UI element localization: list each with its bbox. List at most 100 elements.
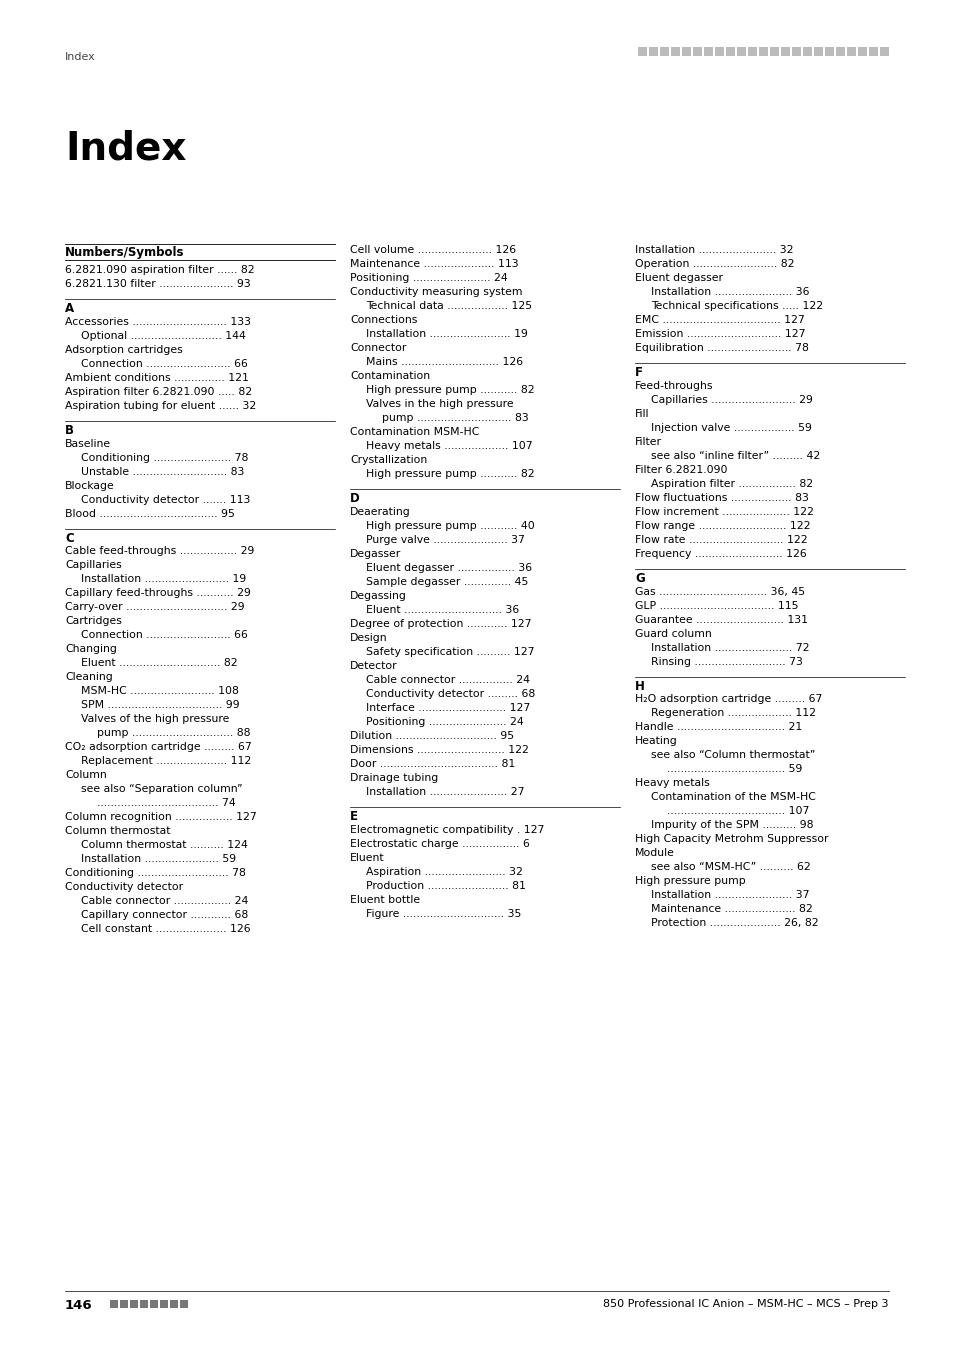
Text: Deaerating: Deaerating	[350, 506, 411, 517]
Text: B: B	[65, 424, 74, 437]
Text: MSM-HC ......................... 108: MSM-HC ......................... 108	[81, 687, 238, 697]
Text: Degasser: Degasser	[350, 549, 401, 559]
Bar	[781, 47, 789, 55]
Text: Numbers/Symbols: Numbers/Symbols	[65, 246, 184, 259]
Bar	[120, 1300, 128, 1308]
Bar	[692, 47, 701, 55]
Text: Dilution .............................. 95: Dilution .............................. …	[350, 730, 514, 741]
Text: 850 Professional IC Anion – MSM-HC – MCS – Prep 3: 850 Professional IC Anion – MSM-HC – MCS…	[603, 1299, 888, 1310]
Text: Contamination of the MSM-HC: Contamination of the MSM-HC	[650, 792, 815, 802]
Bar	[813, 47, 822, 55]
Text: Conductivity detector ......... 68: Conductivity detector ......... 68	[366, 688, 535, 699]
Text: C: C	[65, 532, 73, 544]
Bar	[180, 1300, 188, 1308]
Bar	[714, 47, 723, 55]
Text: Sample degasser .............. 45: Sample degasser .............. 45	[366, 576, 528, 587]
Text: Feed-throughs: Feed-throughs	[635, 381, 713, 390]
Text: Flow increment .................... 122: Flow increment .................... 122	[635, 506, 813, 517]
Bar	[648, 47, 658, 55]
Bar	[857, 47, 866, 55]
Text: see also “inline filter” ......... 42: see also “inline filter” ......... 42	[650, 451, 820, 460]
Text: Installation ...................... 59: Installation ...................... 59	[81, 855, 236, 864]
Text: Filter 6.2821.090: Filter 6.2821.090	[635, 464, 727, 475]
Text: Capillaries ......................... 29: Capillaries ......................... 29	[650, 394, 812, 405]
Bar	[160, 1300, 168, 1308]
Text: Emission ............................ 127: Emission ............................ 12…	[635, 329, 804, 339]
Text: Filter: Filter	[635, 437, 661, 447]
Text: Installation ....................... 36: Installation ....................... 36	[650, 288, 809, 297]
Text: Conductivity measuring system: Conductivity measuring system	[350, 288, 522, 297]
Text: Figure .............................. 35: Figure .............................. 35	[366, 909, 521, 918]
Text: see also “MSM-HC” .......... 62: see also “MSM-HC” .......... 62	[650, 863, 810, 872]
Bar	[725, 47, 734, 55]
Text: 6.2821.090 aspiration filter ...... 82: 6.2821.090 aspiration filter ...... 82	[65, 265, 254, 275]
Bar	[681, 47, 690, 55]
Text: Installation ....................... 37: Installation ....................... 37	[650, 891, 809, 900]
Text: Positioning ....................... 24: Positioning ....................... 24	[366, 717, 523, 726]
Text: Design: Design	[350, 633, 387, 643]
Text: Contamination: Contamination	[350, 371, 430, 381]
Text: Purge valve ...................... 37: Purge valve ...................... 37	[366, 535, 524, 545]
Bar	[737, 47, 745, 55]
Text: Cable feed-throughs ................. 29: Cable feed-throughs ................. 29	[65, 547, 254, 556]
Text: Guarantee .......................... 131: Guarantee .......................... 131	[635, 614, 807, 625]
Text: Eluent ............................. 36: Eluent ............................. 36	[366, 605, 518, 614]
Text: EMC ................................... 127: EMC ................................... …	[635, 315, 804, 325]
Text: Conditioning ........................... 78: Conditioning ...........................…	[65, 868, 246, 879]
Text: Cleaning: Cleaning	[65, 672, 112, 683]
Text: Changing: Changing	[65, 644, 117, 655]
Text: Cable connector ................. 24: Cable connector ................. 24	[81, 896, 248, 906]
Text: Installation ....................... 27: Installation ....................... 27	[366, 787, 524, 796]
Text: CO₂ adsorption cartridge ......... 67: CO₂ adsorption cartridge ......... 67	[65, 743, 252, 752]
Text: 6.2821.130 filter ...................... 93: 6.2821.130 filter ......................…	[65, 279, 251, 289]
Text: Gas ................................ 36, 45: Gas ................................ 36,…	[635, 587, 804, 597]
Text: Carry-over .............................. 29: Carry-over .............................…	[65, 602, 244, 613]
Text: Maintenance ..................... 82: Maintenance ..................... 82	[650, 904, 812, 914]
Text: Installation ......................... 19: Installation ......................... 1…	[81, 575, 246, 585]
Text: Dimensions .......................... 122: Dimensions .......................... 12…	[350, 745, 528, 755]
Bar	[638, 47, 646, 55]
Text: Conductivity detector ....... 113: Conductivity detector ....... 113	[81, 494, 250, 505]
Text: Conditioning ....................... 78: Conditioning ....................... 78	[81, 452, 248, 463]
Text: High pressure pump: High pressure pump	[635, 876, 745, 887]
Text: Maintenance ..................... 113: Maintenance ..................... 113	[350, 259, 518, 269]
Text: Cell constant ..................... 126: Cell constant ..................... 126	[81, 925, 251, 934]
Text: Accessories ............................ 133: Accessories ............................…	[65, 317, 251, 327]
Text: Eluent .............................. 82: Eluent .............................. 82	[81, 659, 237, 668]
Text: Impurity of the SPM .......... 98: Impurity of the SPM .......... 98	[650, 821, 813, 830]
Text: Flow range .......................... 122: Flow range .......................... 12…	[635, 521, 810, 531]
Text: Rinsing ........................... 73: Rinsing ........................... 73	[650, 656, 802, 667]
Text: High pressure pump ........... 82: High pressure pump ........... 82	[366, 385, 534, 396]
Bar	[130, 1300, 138, 1308]
Text: Safety specification .......... 127: Safety specification .......... 127	[366, 647, 534, 657]
Text: Frequency .......................... 126: Frequency .......................... 126	[635, 549, 806, 559]
Text: G: G	[635, 572, 644, 585]
Text: Door ................................... 81: Door ...................................…	[350, 759, 515, 768]
Text: Regeneration ................... 112: Regeneration ................... 112	[650, 709, 815, 718]
Text: ................................... 107: ................................... 107	[666, 806, 808, 817]
Text: Installation ....................... 72: Installation ....................... 72	[650, 643, 809, 652]
Text: Technical specifications ..... 122: Technical specifications ..... 122	[650, 301, 822, 310]
Text: Injection valve .................. 59: Injection valve .................. 59	[650, 423, 811, 433]
Text: Drainage tubing: Drainage tubing	[350, 772, 437, 783]
Text: Production ........................ 81: Production ........................ 81	[366, 880, 525, 891]
Bar	[150, 1300, 158, 1308]
Text: Adsorption cartridges: Adsorption cartridges	[65, 344, 183, 355]
Text: Eluent: Eluent	[350, 853, 384, 863]
Bar	[769, 47, 779, 55]
Text: Contamination MSM-HC: Contamination MSM-HC	[350, 427, 478, 437]
Text: Positioning ....................... 24: Positioning ....................... 24	[350, 273, 507, 284]
Bar	[759, 47, 767, 55]
Text: Capillary feed-throughs ........... 29: Capillary feed-throughs ........... 29	[65, 589, 251, 598]
Text: Connector: Connector	[350, 343, 406, 352]
Text: Installation ....................... 32: Installation ....................... 32	[635, 244, 793, 255]
Text: High pressure pump ........... 82: High pressure pump ........... 82	[366, 468, 534, 479]
Text: Heavy metals ................... 107: Heavy metals ................... 107	[366, 441, 532, 451]
Text: Index: Index	[65, 130, 186, 167]
Bar	[824, 47, 833, 55]
Text: D: D	[350, 491, 359, 505]
Text: Guard column: Guard column	[635, 629, 711, 639]
Text: Connection ......................... 66: Connection ......................... 66	[81, 630, 248, 640]
Text: Eluent bottle: Eluent bottle	[350, 895, 419, 905]
Text: Ambient conditions ............... 121: Ambient conditions ............... 121	[65, 373, 249, 383]
